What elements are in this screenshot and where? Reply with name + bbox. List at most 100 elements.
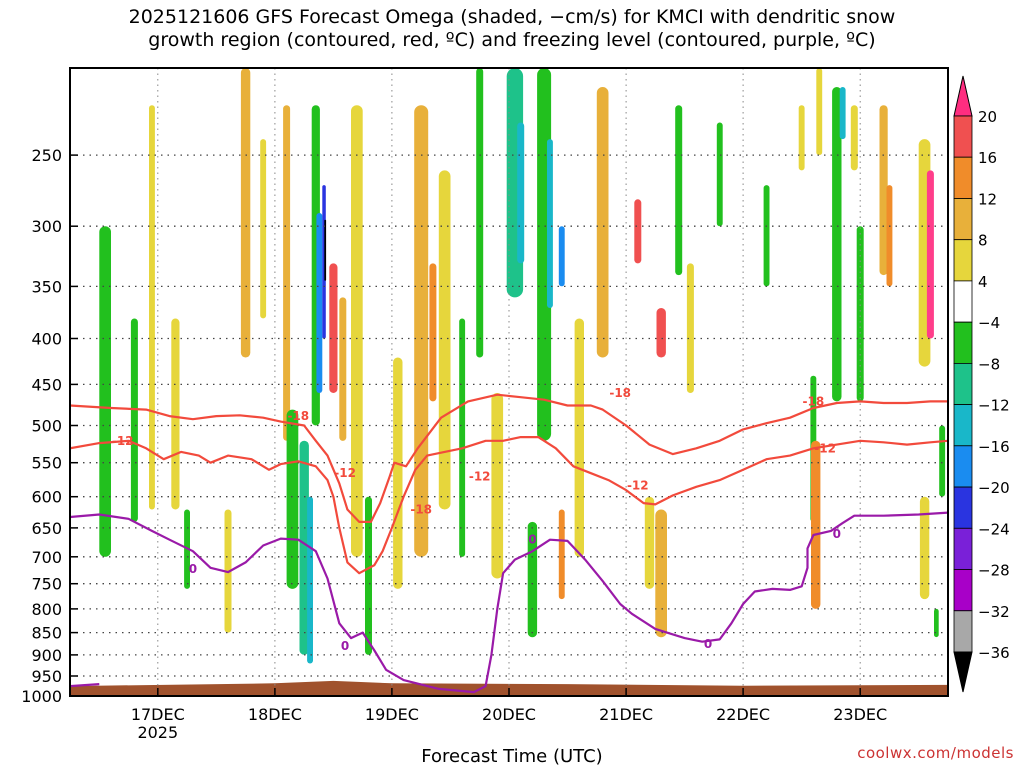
colorbar-tick-label: −4 [978, 314, 1000, 332]
omega-streak [365, 496, 372, 655]
colorbar-bin [953, 115, 973, 158]
omega-streak [459, 318, 466, 557]
omega-streak [558, 509, 565, 600]
x-tick-label: 19DEC [365, 705, 419, 724]
contour-label: -18 [609, 386, 631, 400]
x-tick-label: 17DEC [131, 705, 185, 724]
y-tick-label: 300 [31, 217, 62, 236]
source-credit: coolwx.com/models [857, 744, 1014, 762]
y-tick-label: 500 [31, 417, 62, 436]
omega-streak [99, 226, 111, 557]
omega-streak [260, 139, 267, 319]
chart-title: 2025121606 GFS Forecast Omega (shaded, −… [0, 6, 1024, 52]
colorbar-tick-label: 4 [978, 273, 988, 291]
contour-label: 0 [189, 562, 197, 576]
contour-label: 0 [341, 639, 349, 653]
omega-streak [517, 122, 525, 264]
omega-streak [716, 122, 723, 227]
y-tick-label: 1000 [21, 687, 62, 706]
y-tick-label: 800 [31, 600, 62, 619]
y-tick-label: 750 [31, 575, 62, 594]
colorbar-tick-label: 12 [978, 191, 997, 209]
omega-streak [686, 263, 694, 393]
omega-streak [351, 105, 363, 557]
omega-streak [149, 105, 155, 510]
colorbar: 20 16 12 8 4 −4 −8 −12 −16 −20 −24 −28 −32 −36 [953, 75, 1010, 693]
colorbar-tick-label: −20 [978, 479, 1010, 497]
omega-streak [329, 263, 338, 393]
y-tick-label: 650 [31, 519, 62, 538]
y-tick-label: 450 [31, 375, 62, 394]
omega-streak [574, 318, 584, 557]
omega-streak [596, 87, 609, 358]
omega-streak [130, 318, 138, 522]
omega-streak [240, 68, 251, 358]
colorbar-bin [953, 404, 973, 447]
omega-streak [307, 496, 313, 664]
colorbar-top-arrow [953, 75, 973, 117]
contour--12 [70, 436, 948, 575]
colorbar-bin [953, 486, 973, 529]
omega-streak [547, 139, 553, 308]
omega-streak [798, 105, 805, 171]
chart-title-line2: growth region (contoured, red, ºC) and f… [148, 29, 876, 51]
colorbar-tick-label: −28 [978, 562, 1010, 580]
omega-streak [286, 409, 299, 589]
omega-streak [558, 226, 565, 287]
omega-streak [171, 318, 180, 510]
omega-streak [316, 213, 323, 393]
y-tick-label: 350 [31, 277, 62, 296]
y-tick-label: 550 [31, 454, 62, 473]
contour-label: -12 [469, 470, 491, 484]
colorbar-bin [953, 198, 973, 241]
x-tick-label: 22DEC [716, 705, 770, 724]
colorbar-tick-label: 8 [978, 232, 988, 250]
colorbar-tick-label: −36 [978, 644, 1010, 662]
colorbar-tick-label: −16 [978, 438, 1010, 456]
colorbar-bin [953, 569, 973, 612]
x-tick-label: 21DEC [599, 705, 653, 724]
contour-label: -12 [627, 479, 649, 493]
omega-streak [634, 199, 642, 264]
colorbar-tick-label: −12 [978, 397, 1010, 415]
colorbar-tick-label: 20 [978, 108, 997, 126]
colorbar-bin [953, 321, 973, 364]
omega-streak [644, 496, 655, 589]
contour-label: 0 [833, 527, 841, 541]
y-tick-label: 950 [31, 667, 62, 686]
colorbar-bin [953, 610, 973, 653]
contour-label: 0 [528, 533, 536, 547]
omega-streak [856, 226, 864, 402]
contour-label: -18 [410, 503, 432, 517]
omega-streak [839, 87, 846, 140]
colorbar-bottom-arrow [953, 651, 973, 693]
grid-lines [70, 68, 948, 697]
contour-label: 0 [704, 637, 712, 651]
omega-streak [393, 357, 403, 589]
y-tick-label: 400 [31, 330, 62, 349]
omega-streak [476, 68, 484, 358]
chart-title-line1: 2025121606 GFS Forecast Omega (shaded, −… [128, 6, 896, 28]
x-tick-label: 20DEC [482, 705, 536, 724]
x-tick-label: 18DEC [248, 705, 302, 724]
colorbar-bin [953, 445, 973, 488]
colorbar-bin [953, 156, 973, 199]
omega-shading [99, 68, 946, 664]
omega-streak [491, 393, 504, 579]
omega-streak [879, 105, 888, 276]
omega-streak [675, 105, 683, 276]
contour-0-small [70, 683, 100, 688]
x-tick-label: 23DEC [833, 705, 887, 724]
omega-streak [832, 87, 842, 402]
y-axis-pressure: 250 300 350 400 450 500 550 600 650 700 750 800 850 9… [21, 146, 78, 706]
colorbar-bin [953, 527, 973, 570]
omega-streak [429, 263, 437, 402]
omega-streak [926, 170, 934, 339]
colorbar-tick-label: −24 [978, 520, 1010, 538]
colorbar-bin [953, 239, 973, 282]
colorbar-bin [953, 280, 973, 323]
contour-label: -18 [803, 394, 825, 408]
contour--18 [70, 393, 948, 523]
